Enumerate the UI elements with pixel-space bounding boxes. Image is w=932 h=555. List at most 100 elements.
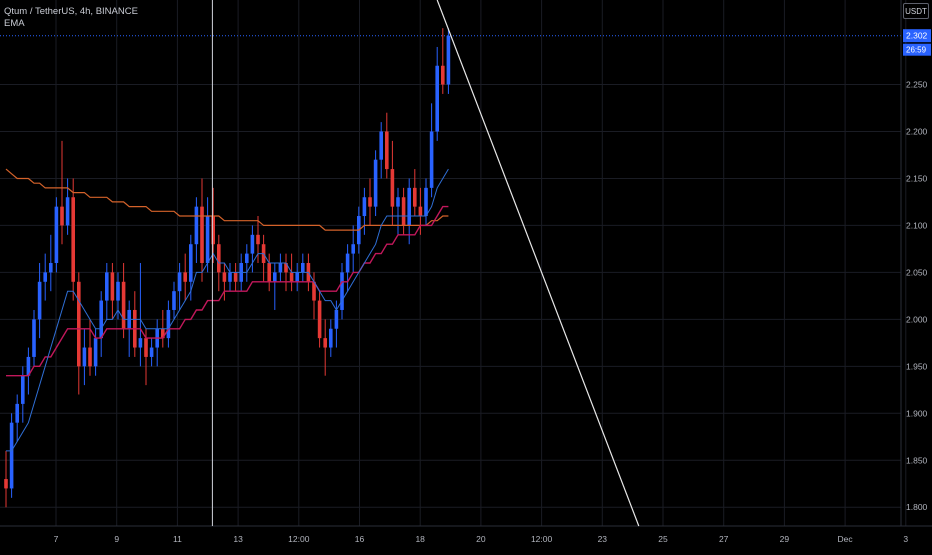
current-price-value: 2.302 [906, 31, 928, 41]
candle-body [362, 197, 367, 217]
price-tick-label: 1.900 [906, 408, 928, 418]
candle-body [189, 244, 193, 282]
candle-body [340, 272, 344, 310]
candle-body [54, 206, 59, 263]
candle-body [49, 263, 53, 273]
candle-body [284, 263, 288, 273]
symbol-title[interactable]: Qtum / TetherUS, 4h, BINANCE [4, 6, 138, 17]
time-tick-label: 27 [719, 534, 729, 544]
candle-body [273, 272, 277, 282]
candle-body [32, 319, 36, 357]
candle-body [413, 187, 417, 207]
time-tick-label: 7 [54, 534, 59, 544]
grid-lines [0, 0, 907, 526]
candle-body [105, 272, 109, 301]
time-tick-label: 29 [780, 534, 790, 544]
candle-body [390, 169, 395, 207]
candle-body [379, 131, 383, 160]
chart-legend: Qtum / TetherUS, 4h, BINANCE EMA [4, 6, 138, 30]
indicator-label[interactable]: EMA [4, 18, 25, 29]
countdown-badge [903, 43, 931, 56]
candle-body [401, 197, 406, 226]
candle-body [312, 281, 316, 301]
candle-body [289, 272, 294, 282]
time-tick-label: 11 [173, 534, 182, 544]
price-scale[interactable]: 2.250 2.200 2.150 2.100 2.050 2.000 1.950 1.900… [903, 29, 931, 512]
current-price-badge [903, 29, 931, 43]
candle-body [166, 309, 171, 339]
candle-body [267, 263, 271, 282]
candle-body [65, 197, 70, 226]
price-tick-label: 1.800 [906, 502, 928, 512]
candle-body [99, 300, 103, 339]
candle-body [228, 272, 232, 282]
candle-body [161, 328, 165, 339]
candle-body [385, 131, 389, 170]
price-tick-label: 2.000 [906, 314, 928, 324]
candle-body [116, 281, 120, 301]
candles-layer [4, 28, 451, 508]
time-tick-label: 18 [415, 534, 425, 544]
time-tick-label: 25 [658, 534, 668, 544]
candle-body [144, 338, 148, 357]
price-tick-label: 2.100 [906, 220, 928, 230]
trend-line-drawing[interactable] [436, 0, 640, 527]
time-scale[interactable]: 7 9 11 13 12:00 16 18 20 12:00 23 25 27 29 Dec 3 [54, 534, 909, 544]
countdown-value: 26:59 [906, 46, 927, 55]
currency-button[interactable]: USDT [903, 3, 929, 19]
candle-body [93, 338, 98, 367]
candle-body [435, 65, 439, 132]
candle-body [217, 244, 221, 273]
price-tick-label: 2.150 [906, 173, 928, 183]
candle-body [256, 234, 260, 245]
candle-body [43, 272, 47, 282]
price-tick-label: 2.050 [906, 267, 928, 277]
candle-body [194, 206, 199, 245]
candle-body [121, 281, 126, 329]
candle-body [323, 338, 327, 348]
candle-body [177, 272, 182, 292]
price-tick-label: 2.200 [906, 127, 928, 137]
candle-body [21, 375, 25, 404]
candle-body [317, 300, 322, 339]
ema-slow-line [5, 168, 449, 231]
candle-body [396, 197, 400, 207]
candle-body [183, 272, 187, 282]
candle-body [26, 356, 31, 376]
candle-body [149, 347, 154, 357]
candle-body [278, 263, 283, 273]
candle-body [418, 206, 423, 217]
price-tick-label: 2.250 [906, 80, 928, 90]
ema-mid-line [6, 205, 449, 377]
candle-body [37, 281, 42, 320]
candle-body [200, 206, 204, 263]
time-tick-label: 3 [903, 534, 908, 544]
candle-body [211, 216, 215, 245]
time-tick-label: 12:00 [531, 534, 553, 544]
drawings-layer[interactable] [211, 0, 640, 527]
candle-body [233, 272, 238, 282]
candle-body [222, 272, 227, 282]
time-tick-label: 16 [355, 534, 365, 544]
candle-body [368, 197, 372, 207]
candle-body [446, 35, 451, 85]
candle-body [407, 187, 411, 226]
candle-body [82, 347, 87, 367]
candle-body [250, 234, 255, 254]
candle-body [205, 216, 210, 263]
candle-body [441, 65, 445, 85]
candle-body [172, 291, 176, 310]
time-tick-label: Dec [838, 534, 854, 544]
candle-body [373, 159, 378, 207]
candle-body [71, 197, 75, 282]
candle-body [15, 403, 19, 423]
candle-body [424, 187, 428, 217]
price-tick-label: 1.950 [906, 361, 928, 371]
candle-body [138, 338, 143, 348]
candle-body [4, 479, 8, 489]
time-tick-label: 20 [476, 534, 486, 544]
candle-body [110, 272, 115, 301]
candle-body [88, 347, 92, 367]
